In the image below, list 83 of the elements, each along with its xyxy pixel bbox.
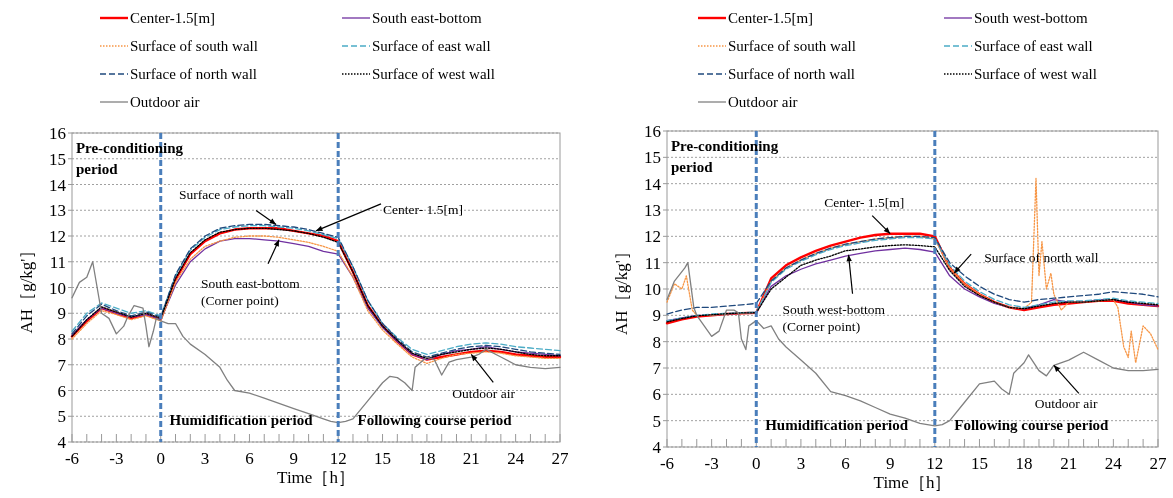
- x-tick-label: 27: [1149, 454, 1167, 473]
- x-axis-title: Time［h］: [277, 468, 355, 487]
- x-tick-label: 27: [551, 449, 569, 468]
- annotation: Following course period: [357, 412, 513, 428]
- y-tick-label: 11: [644, 253, 661, 273]
- x-tick-label: -3: [704, 454, 719, 473]
- annotation: Humidification period: [765, 417, 909, 433]
- y-tick-label: 9: [57, 304, 66, 324]
- y-tick-label: 14: [49, 175, 67, 195]
- x-tick-label: 15: [970, 454, 988, 473]
- y-tick-label: 11: [49, 252, 66, 272]
- y-tick-label: 5: [652, 411, 661, 431]
- y-tick-label: 7: [652, 359, 662, 378]
- legend-label: South east-bottom: [372, 10, 482, 26]
- x-tick-label: 3: [200, 449, 210, 468]
- legend-label: Center-1.5[m]: [130, 10, 216, 26]
- annotation: Surface of north wall: [179, 187, 294, 203]
- y-tick-label: 15: [644, 148, 661, 168]
- x-tick-label: 0: [752, 454, 761, 473]
- y-tick-label: 7: [57, 355, 67, 375]
- legend-label: Outdoor air: [728, 94, 798, 110]
- line-series: [666, 177, 1159, 364]
- y-tick-label: 12: [49, 227, 66, 246]
- legend-label: South west-bottom: [974, 10, 1089, 26]
- x-tick-label: 6: [245, 449, 254, 468]
- y-tick-label: 8: [57, 330, 66, 349]
- annotation: Surface of north wall: [984, 250, 1099, 266]
- y-axis-title: AH［g/kg'］: [17, 241, 36, 334]
- legend-label: Outdoor air: [130, 94, 200, 110]
- x-tick-label: -3: [109, 449, 124, 468]
- annotation: Outdoor air: [1034, 396, 1098, 412]
- annotation: South east-bottom (Corner point): [201, 275, 301, 308]
- y-tick-label: 5: [57, 407, 66, 427]
- y-tick-label: 4: [57, 433, 67, 452]
- x-tick-label: 3: [796, 454, 806, 473]
- x-tick-label: 9: [885, 454, 895, 473]
- y-tick-label: 4: [652, 438, 662, 457]
- y-tick-label: 10: [644, 280, 661, 299]
- x-tick-label: 12: [329, 449, 347, 468]
- x-tick-label: -6: [64, 449, 80, 468]
- annotation: Pre-conditioning period: [670, 138, 779, 175]
- annotation: Center- 1.5[m]: [824, 194, 905, 210]
- x-tick-label: 9: [289, 449, 299, 468]
- legend-label: Center-1.5[m]: [728, 10, 814, 26]
- legend-label: Surface of south wall: [728, 38, 856, 54]
- y-tick-label: 13: [644, 201, 661, 220]
- y-tick-label: 14: [644, 174, 662, 194]
- legend-label: Surface of east wall: [372, 38, 491, 54]
- x-axis-title: Time［h］: [873, 473, 952, 492]
- annotation: Pre-conditioning period: [75, 140, 184, 177]
- legend-label: Surface of west wall: [974, 66, 1097, 82]
- y-tick-label: 9: [652, 306, 661, 326]
- legend-label: Surface of south wall: [130, 38, 258, 54]
- x-tick-label: 6: [841, 454, 850, 473]
- y-tick-label: 6: [57, 381, 66, 401]
- x-tick-label: 21: [1060, 454, 1078, 473]
- x-tick-label: 0: [156, 449, 165, 468]
- annotation: Humidification period: [169, 412, 314, 428]
- x-tick-label: 12: [926, 454, 944, 473]
- y-tick-label: 16: [49, 124, 66, 143]
- x-tick-label: -6: [659, 454, 675, 473]
- x-tick-label: 24: [1104, 454, 1123, 473]
- y-axis-title: AH［g/kg'］: [612, 243, 631, 335]
- annotation: South west-bottom (Corner point): [782, 301, 886, 334]
- x-tick-label: 24: [507, 449, 525, 468]
- y-tick-label: 8: [652, 332, 661, 352]
- annotation: Following course period: [954, 417, 1110, 433]
- y-tick-label: 13: [49, 201, 66, 221]
- y-tick-label: 10: [49, 278, 66, 298]
- legend-label: Surface of west wall: [372, 66, 495, 82]
- x-tick-label: 18: [418, 449, 436, 468]
- x-tick-label: 21: [462, 449, 480, 468]
- annotation: Center- 1.5[m]: [383, 201, 463, 217]
- y-tick-label: 12: [644, 227, 661, 247]
- y-tick-label: 6: [652, 385, 661, 405]
- legend-label: Surface of north wall: [130, 66, 258, 82]
- x-tick-label: 18: [1015, 454, 1033, 473]
- x-tick-label: 15: [374, 449, 392, 468]
- y-tick-label: 15: [49, 149, 66, 169]
- legend-label: Surface of north wall: [728, 66, 856, 82]
- annotation: Outdoor air: [452, 386, 516, 402]
- legend-label: Surface of east wall: [974, 38, 1093, 54]
- y-tick-label: 16: [644, 122, 661, 141]
